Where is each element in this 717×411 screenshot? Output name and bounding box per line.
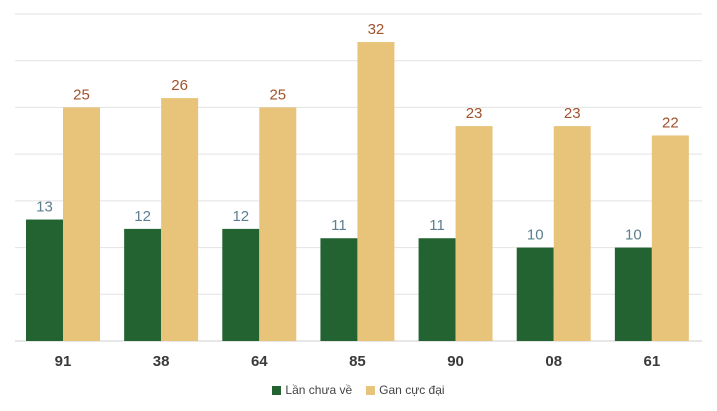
bar-gan-cuc-dai[interactable] — [455, 126, 493, 341]
value-labels: 13 25 12 26 12 25 11 32 11 23 10 23 10 22 — [36, 21, 679, 244]
legend-swatch-series-2 — [366, 385, 376, 395]
bar-chart: 13 25 12 26 12 25 11 32 11 23 10 23 10 22 91 38 64 85 90 0… — [15, 13, 702, 370]
legend-item-series-1[interactable]: Lần chưa về — [272, 383, 352, 397]
data-label: 12 — [232, 208, 249, 225]
legend-label-series-1: Lần chưa về — [285, 383, 353, 397]
legend: Lần chưa về Gan cực đại — [0, 383, 717, 397]
legend-label-series-2: Gan cực đại — [379, 383, 445, 397]
bar-gan-cuc-dai[interactable] — [553, 126, 591, 341]
bar-lan-chua-ve[interactable] — [614, 247, 652, 341]
bar-lan-chua-ve[interactable] — [320, 238, 358, 341]
bar-lan-chua-ve[interactable] — [418, 238, 456, 341]
category-labels: 91 38 64 85 90 08 61 — [55, 353, 661, 370]
data-label: 25 — [73, 86, 90, 103]
bar-gan-cuc-dai[interactable] — [259, 107, 297, 341]
bar-lan-chua-ve[interactable] — [516, 247, 554, 341]
x-tick-label: 64 — [251, 353, 268, 370]
data-label: 23 — [466, 105, 483, 122]
x-tick-label: 61 — [644, 353, 661, 370]
data-label: 10 — [625, 227, 642, 244]
data-label: 10 — [527, 227, 544, 244]
data-label: 25 — [269, 86, 286, 103]
data-label: 26 — [171, 77, 188, 94]
bar-gan-cuc-dai[interactable] — [357, 42, 395, 342]
x-tick-label: 08 — [545, 353, 562, 370]
data-label: 11 — [429, 217, 445, 234]
x-tick-label: 90 — [447, 353, 464, 370]
data-label: 11 — [331, 217, 347, 234]
bar-gan-cuc-dai[interactable] — [651, 135, 689, 341]
data-label: 23 — [564, 105, 581, 122]
legend-item-series-2[interactable]: Gan cực đại — [366, 383, 445, 397]
x-tick-label: 38 — [153, 353, 170, 370]
bar-lan-chua-ve[interactable] — [124, 228, 162, 341]
bar-lan-chua-ve[interactable] — [222, 228, 260, 341]
data-label: 22 — [662, 114, 679, 131]
data-label: 32 — [368, 21, 385, 38]
x-tick-label: 85 — [349, 353, 366, 370]
bar-gan-cuc-dai[interactable] — [161, 98, 199, 341]
x-tick-label: 91 — [55, 353, 72, 370]
bar-lan-chua-ve[interactable] — [26, 219, 63, 341]
bar-gan-cuc-dai[interactable] — [63, 107, 100, 341]
legend-swatch-series-1 — [272, 385, 282, 395]
data-label: 12 — [134, 208, 151, 225]
bars — [26, 42, 689, 342]
data-label: 13 — [36, 199, 53, 216]
